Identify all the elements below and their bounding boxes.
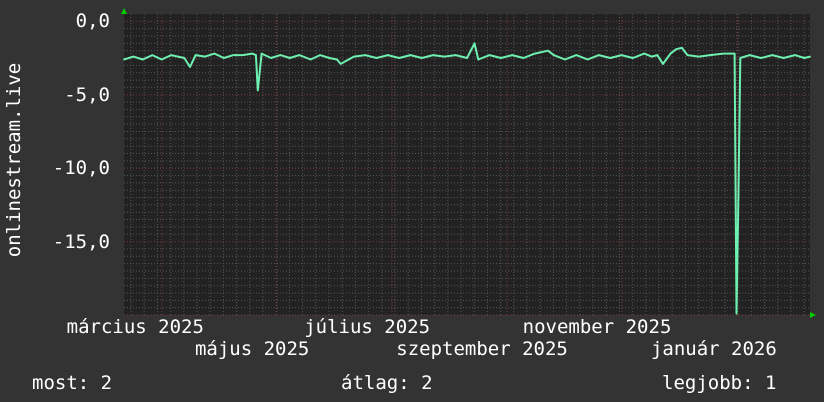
stat-best: legjobb: 1 (662, 372, 777, 394)
data-point (722, 52, 725, 55)
stat-current: most: 2 (32, 372, 113, 394)
data-point (771, 54, 774, 56)
y-axis-title: onlinestream.live (3, 62, 25, 258)
data-point (632, 57, 634, 59)
data-point (656, 54, 659, 56)
data-point (782, 57, 785, 59)
data-point (477, 58, 480, 61)
data-point (511, 54, 514, 56)
data-point (500, 57, 502, 59)
data-point (620, 54, 623, 56)
data-point (223, 57, 225, 59)
y-tick-label: -15,0 (52, 230, 110, 253)
data-point (241, 54, 244, 56)
data-point (142, 58, 144, 61)
data-point (737, 196, 740, 199)
series-points (123, 42, 811, 315)
data-point (609, 57, 612, 59)
data-point (420, 57, 423, 59)
data-point (204, 55, 206, 58)
series-line (123, 42, 811, 315)
data-point (398, 57, 400, 59)
data-point (760, 57, 762, 59)
data-point (255, 54, 257, 56)
stat-average: átlag: 2 (341, 372, 433, 394)
data-point (353, 55, 355, 58)
data-point (194, 54, 197, 56)
data-point (794, 54, 796, 56)
data-point (552, 54, 555, 56)
data-point (488, 54, 491, 56)
data-point (598, 54, 600, 56)
data-point (132, 55, 135, 58)
data-point (739, 57, 742, 59)
data-point (443, 55, 446, 58)
data-point (547, 49, 549, 52)
data-point (686, 54, 689, 56)
data-point (339, 63, 342, 65)
data-point (432, 54, 434, 56)
data-point (170, 54, 172, 56)
data-point (298, 54, 301, 56)
data-point (650, 55, 653, 58)
data-point (735, 312, 738, 315)
data-point (309, 58, 312, 61)
data-point (183, 57, 186, 59)
data-point (675, 48, 677, 51)
data-point (257, 89, 259, 92)
data-point (473, 42, 476, 45)
data-point (260, 52, 263, 55)
x-tick-label: szeptember 2025 (396, 338, 568, 360)
data-point (709, 54, 711, 56)
data-point (319, 54, 321, 56)
data-point (213, 52, 216, 55)
y-tick-label: 0,0 (75, 10, 110, 33)
grid (124, 14, 810, 316)
x-axis-arrow-icon (810, 312, 816, 318)
data-point (189, 66, 191, 68)
data-point (160, 58, 163, 61)
x-tick-label: július 2025 (304, 316, 431, 338)
data-point (328, 57, 331, 59)
x-tick-label: január 2026 (650, 338, 777, 360)
data-point (454, 54, 457, 56)
x-tick-label: március 2025 (66, 316, 204, 338)
plot-area (124, 14, 810, 315)
data-point (289, 57, 291, 59)
data-point (662, 63, 664, 65)
data-point (387, 54, 389, 56)
data-point (643, 52, 645, 55)
data-point (522, 57, 525, 59)
data-point (232, 54, 235, 56)
data-point (803, 57, 806, 59)
data-point (364, 54, 367, 56)
data-point (586, 58, 589, 61)
y-tick-label: -5,0 (64, 83, 110, 106)
data-point (151, 54, 154, 56)
x-tick-label: november 2025 (522, 316, 672, 338)
y-tick-label: -10,0 (52, 157, 110, 180)
data-point (279, 54, 282, 56)
data-point (409, 54, 412, 56)
data-point (534, 52, 536, 55)
x-tick-label: május 2025 (194, 338, 310, 360)
data-point (251, 52, 253, 55)
data-point (466, 57, 468, 59)
data-point (336, 58, 338, 61)
data-point (733, 52, 736, 55)
data-point (809, 55, 811, 58)
data-point (575, 54, 578, 56)
y-axis-arrow-icon (121, 8, 127, 14)
data-point (375, 57, 378, 59)
data-point (748, 54, 751, 56)
data-point (669, 52, 672, 55)
data-point (681, 46, 683, 49)
data-point (270, 57, 272, 59)
data-point (564, 58, 566, 61)
data-point (123, 58, 125, 61)
data-point (698, 55, 700, 58)
